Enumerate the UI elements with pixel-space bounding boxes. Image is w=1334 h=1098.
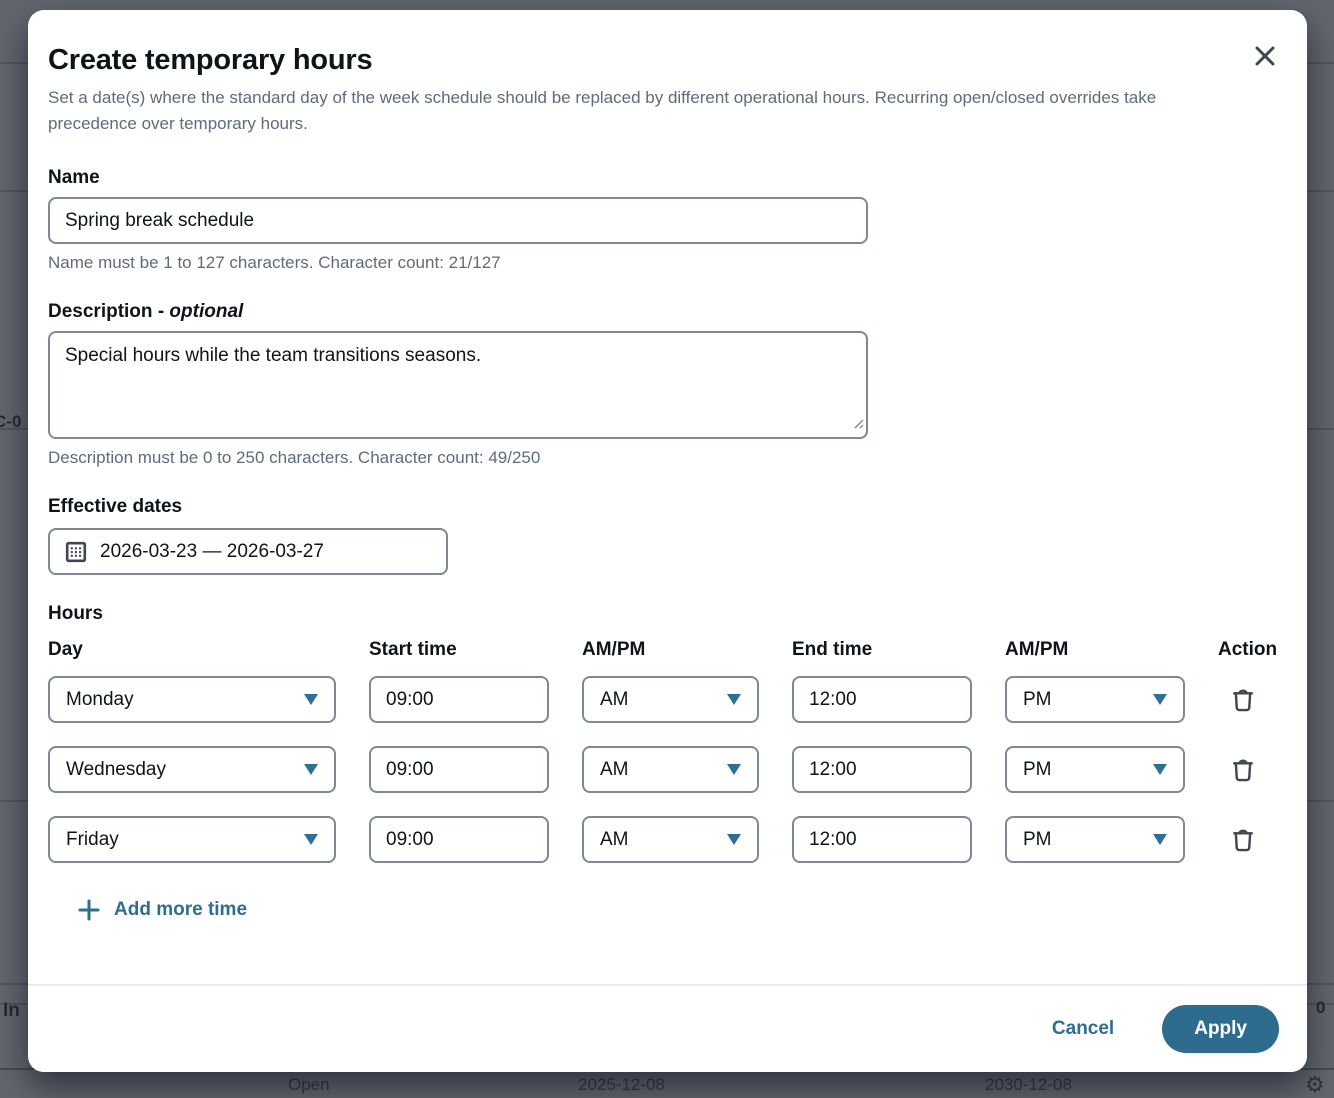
add-more-time-button[interactable]: Add more time <box>48 899 247 921</box>
chevron-down-icon <box>1153 834 1167 845</box>
description-optional-label: optional <box>169 301 244 322</box>
background-cell-start-date: 2025-12-08 <box>578 1075 665 1094</box>
hours-table: Day Start time AM/PM End time AM/PM Acti… <box>48 639 1287 863</box>
calendar-icon <box>65 541 87 563</box>
end-time-input[interactable] <box>792 816 972 863</box>
trash-icon <box>1230 827 1256 853</box>
effective-dates-value: 2026-03-23 — 2026-03-27 <box>100 540 324 562</box>
start-time-input[interactable] <box>369 816 549 863</box>
close-icon <box>1250 41 1280 71</box>
description-label: Description - optional <box>48 301 244 322</box>
column-header-start-ampm: AM/PM <box>582 639 646 660</box>
column-header-action: Action <box>1218 639 1278 660</box>
hours-label: Hours <box>48 603 103 624</box>
description-field-group: Description - optional Special hours whi… <box>48 301 1287 468</box>
gear-icon: ⚙ <box>1305 1072 1325 1097</box>
end-time-input[interactable] <box>792 746 972 793</box>
modal-description: Set a date(s) where the standard day of … <box>48 88 1157 133</box>
apply-button[interactable]: Apply <box>1162 1005 1279 1053</box>
description-helper-text: Description must be 0 to 250 characters.… <box>48 448 541 467</box>
modal-title: Create temporary hours <box>48 44 373 76</box>
delete-row-button[interactable] <box>1226 683 1260 717</box>
background-cell-open: Open <box>288 1075 330 1094</box>
resize-handle-icon[interactable] <box>852 416 864 434</box>
chevron-down-icon <box>727 764 741 775</box>
name-label: Name <box>48 167 100 188</box>
name-field-group: Name Name must be 1 to 127 characters. C… <box>48 167 1287 273</box>
effective-dates-group: Effective dates 2026-03-23 — 2026-03-27 <box>48 496 1287 575</box>
create-temporary-hours-modal: Create temporary hours Set a date(s) whe… <box>28 10 1307 1072</box>
cancel-button[interactable]: Cancel <box>1051 1018 1115 1039</box>
end-ampm-select[interactable]: PM <box>1005 746 1185 793</box>
column-header-day: Day <box>48 639 83 660</box>
delete-row-button[interactable] <box>1226 753 1260 787</box>
column-header-end-time: End time <box>792 639 873 660</box>
column-header-end-ampm: AM/PM <box>1005 639 1069 660</box>
day-select[interactable]: Wednesday <box>48 746 336 793</box>
plus-icon <box>78 899 100 921</box>
effective-dates-label: Effective dates <box>48 496 183 517</box>
description-textarea[interactable]: Special hours while the team transitions… <box>48 331 868 439</box>
modal-footer: Cancel Apply <box>28 984 1307 1072</box>
start-time-input[interactable] <box>369 746 549 793</box>
start-ampm-select[interactable]: AM <box>582 676 759 723</box>
column-header-start-time: Start time <box>369 639 457 660</box>
start-ampm-select[interactable]: AM <box>582 746 759 793</box>
hours-section: Hours Day Start time AM/PM End time AM/P… <box>48 603 1287 926</box>
description-separator: - <box>157 301 165 322</box>
chevron-down-icon <box>727 834 741 845</box>
close-button[interactable] <box>1247 38 1283 74</box>
start-time-input[interactable] <box>369 676 549 723</box>
chevron-down-icon <box>727 694 741 705</box>
end-ampm-select[interactable]: PM <box>1005 816 1185 863</box>
background-text-fragment: 0 <box>1316 998 1326 1017</box>
delete-row-button[interactable] <box>1226 823 1260 857</box>
start-ampm-select[interactable]: AM <box>582 816 759 863</box>
chevron-down-icon <box>1153 694 1167 705</box>
chevron-down-icon <box>1153 764 1167 775</box>
day-select[interactable]: Monday <box>48 676 336 723</box>
day-select[interactable]: Friday <box>48 816 336 863</box>
trash-icon <box>1230 757 1256 783</box>
chevron-down-icon <box>304 694 318 705</box>
effective-dates-input[interactable]: 2026-03-23 — 2026-03-27 <box>48 528 448 575</box>
name-helper-text: Name must be 1 to 127 characters. Charac… <box>48 253 501 272</box>
end-time-input[interactable] <box>792 676 972 723</box>
trash-icon <box>1230 687 1256 713</box>
background-text-fragment: In <box>3 1000 20 1021</box>
background-text-fragment: C-0 <box>0 412 22 431</box>
name-input[interactable] <box>48 197 868 244</box>
chevron-down-icon <box>304 764 318 775</box>
end-ampm-select[interactable]: PM <box>1005 676 1185 723</box>
background-cell-end-date: 2030-12-08 <box>985 1075 1072 1094</box>
chevron-down-icon <box>304 834 318 845</box>
